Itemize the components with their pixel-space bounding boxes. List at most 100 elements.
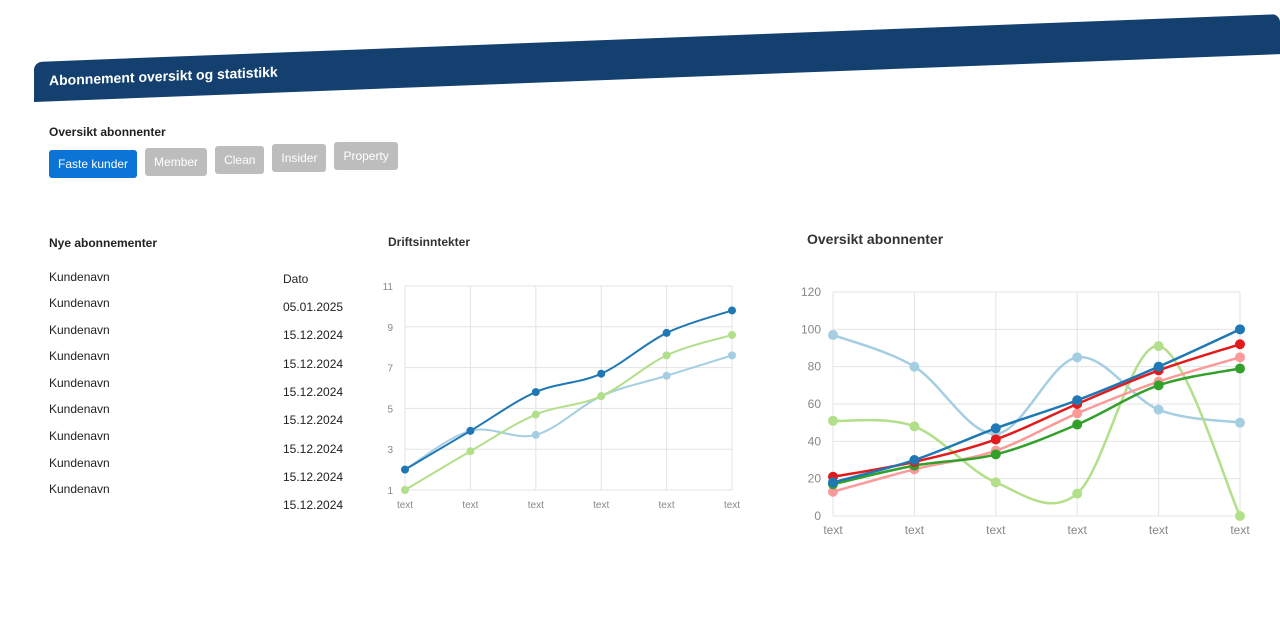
x-tick-label: text [462,500,478,511]
header-title: Abonnement oversikt og statistikk [49,63,278,89]
x-tick-label: text [986,523,1006,537]
data-point [1235,417,1245,428]
data-point [401,486,409,494]
data-point [1072,395,1083,406]
data-point [1235,363,1245,374]
table-cell: 15.12.2024 [283,384,344,399]
data-point [1153,404,1164,415]
chart-title: Oversikt abonnenter [807,231,944,247]
table-cell: 05.01.2025 [283,300,344,314]
data-point [990,449,1001,460]
chart: Oversikt abonnenter 0 20 40 60 80 100 120 text te… [801,231,1250,537]
filter-button[interactable]: Faste kunder [49,150,138,178]
chart-title: Driftsinntekter [388,235,470,249]
y-tick-label: 120 [801,285,821,299]
data-point [662,351,671,360]
series-line [832,344,1242,517]
y-tick-label: 11 [383,282,394,293]
chart: Driftsinntekter 1 3 5 7 9 11 text text text text te… [383,235,741,511]
data-point [662,328,671,337]
x-tick-label: text [528,500,544,511]
data-point [728,351,736,360]
x-tick-label: text [397,500,413,511]
data-point [1235,339,1245,350]
series-line [832,328,1241,484]
data-point [1072,408,1083,419]
series-line [832,343,1241,479]
series-line [404,354,733,471]
y-tick-label: 40 [808,434,822,448]
data-point [531,388,540,397]
x-tick-label: text [1149,523,1169,537]
data-point [1235,324,1245,335]
data-point [597,392,606,401]
data-point [531,430,540,439]
data-point [662,371,671,380]
table-cell: Kundenavn [49,375,110,390]
data-point [909,455,920,465]
x-tick-label: text [905,523,925,537]
table-cell: 15.12.2024 [283,498,344,513]
series-line [404,309,733,471]
table-cell: Kundenavn [49,349,110,364]
data-point [1235,511,1245,521]
table-header: Dato [283,272,309,286]
table-cell: Kundenavn [49,322,110,337]
filter-button[interactable]: Insider [272,144,327,172]
y-tick-label: 20 [808,472,822,486]
x-tick-label: text [724,500,740,511]
table-cell: Kundenavn [49,482,110,497]
table-cell: 15.12.2024 [283,441,344,456]
data-point [1072,419,1083,430]
y-tick-label: 5 [387,404,393,415]
data-point [990,477,1001,488]
y-tick-label: 60 [808,397,822,411]
data-point [1153,361,1164,372]
y-tick-label: 3 [387,445,393,456]
data-point [828,477,838,488]
filter-button[interactable]: Clean [215,146,265,174]
table-cell: 15.12.2024 [283,328,344,343]
x-tick-label: text [659,500,675,511]
series-line [832,356,1241,493]
x-tick-label: text [1068,523,1088,537]
data-point [1153,380,1164,391]
series-line [832,367,1241,486]
filter-button[interactable]: Member [145,148,208,176]
data-point [466,426,475,435]
data-point [728,330,736,339]
filter-button[interactable]: Property [334,142,398,170]
y-tick-label: 9 [387,323,393,334]
data-point [401,465,409,474]
data-point [466,447,475,456]
y-tick-label: 80 [808,360,822,374]
y-tick-label: 1 [387,486,393,497]
data-point [909,421,920,432]
data-point [531,410,540,419]
data-point [828,486,838,497]
table-cell: Kundenavn [49,296,110,310]
x-tick-label: text [593,500,609,511]
x-tick-label: text [823,523,843,537]
data-point [1072,352,1083,363]
series-line [832,333,1241,436]
table-cell: 15.12.2024 [283,356,344,371]
table-header: Kundenavn [49,270,110,284]
data-point [597,369,606,378]
data-point [1235,352,1245,363]
data-point [990,434,1001,445]
table-cell: 15.12.2024 [283,469,344,484]
series-line [404,334,733,491]
x-tick-label: text [1230,523,1250,537]
y-tick-label: 0 [814,509,821,523]
data-point [990,423,1001,434]
y-tick-label: 7 [387,364,393,375]
table-cell: Kundenavn [49,402,110,417]
table-title: Nye abonnementer [49,236,158,250]
filter-label: Oversikt abonnenter [49,125,166,139]
table-cell: Kundenavn [49,429,110,443]
y-tick-label: 100 [801,322,821,336]
data-point [828,329,838,340]
data-point [828,415,838,426]
